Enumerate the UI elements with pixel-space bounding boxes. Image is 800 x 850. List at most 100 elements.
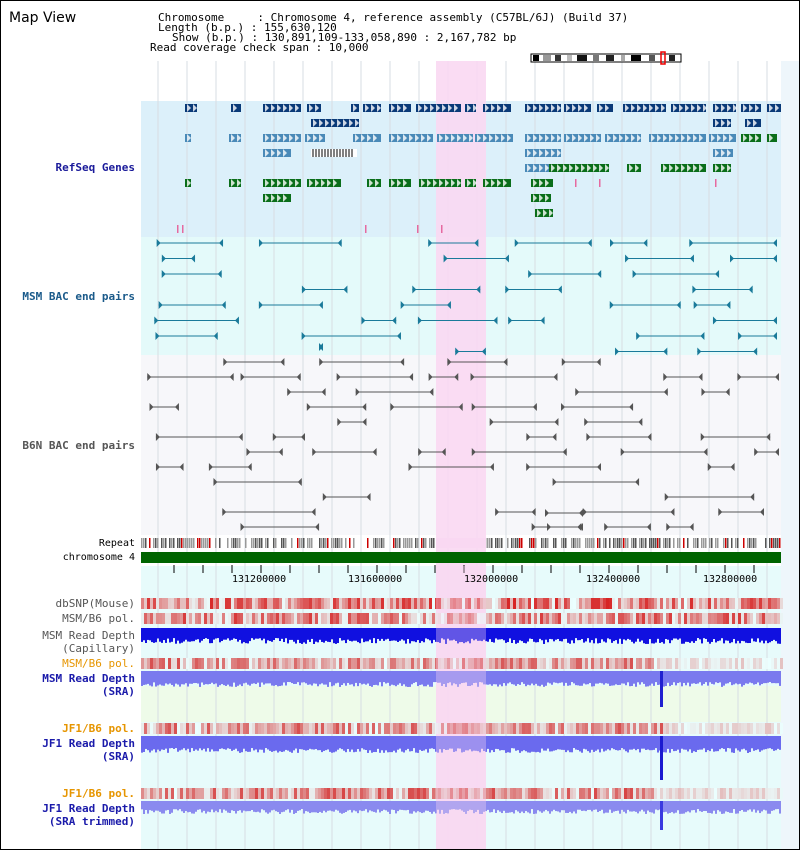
- track-label-msm-b6-pol-2[interactable]: MSM/B6 pol.: [62, 657, 135, 670]
- depth-bar: [261, 628, 263, 641]
- depth-bar: [609, 736, 611, 751]
- track-label-msm-b6-pol[interactable]: MSM/B6 pol.: [62, 612, 135, 625]
- track-label-jf1-b6-pol-2[interactable]: JF1/B6 pol.: [62, 787, 135, 800]
- repeat-mark: [563, 538, 565, 548]
- heat-cell: [270, 788, 273, 799]
- repeat-mark: [417, 538, 419, 548]
- heat-cell: [705, 613, 708, 624]
- repeat-mark: [589, 538, 591, 548]
- depth-bar: [515, 736, 517, 751]
- depth-bar: [777, 801, 779, 810]
- heat-cell: [270, 613, 273, 624]
- heat-cell: [429, 598, 432, 609]
- track-label-msm-depth-sra[interactable]: MSM Read Depth: [42, 672, 135, 685]
- depth-bar: [487, 628, 489, 642]
- depth-bar: [655, 671, 657, 683]
- track-label-b6n-bac[interactable]: B6N BAC end pairs: [22, 439, 135, 452]
- repeat-mark: [769, 538, 771, 548]
- axis-tick-label: 131200000: [232, 574, 287, 585]
- depth-bar: [741, 628, 743, 641]
- depth-bar: [705, 671, 707, 683]
- heat-cell: [633, 658, 636, 669]
- depth-bar: [317, 671, 319, 687]
- bac-end: [240, 523, 245, 531]
- depth-bar: [683, 801, 685, 814]
- heat-cell: [261, 598, 264, 609]
- track-label-msm-bac[interactable]: MSM BAC end pairs: [22, 290, 135, 303]
- track-label-jf1-depth-sra[interactable]: JF1 Read Depth: [42, 737, 135, 750]
- depth-bar: [673, 671, 675, 683]
- gene-arrow: [649, 104, 653, 112]
- track-label-jf1-b6-pol[interactable]: JF1/B6 pol.: [62, 722, 135, 735]
- heat-cell: [153, 613, 156, 624]
- heat-cell: [360, 598, 363, 609]
- depth-bar: [731, 628, 733, 643]
- depth-bar: [539, 801, 541, 812]
- repeat-mark: [431, 538, 433, 548]
- gene-arrow: [451, 134, 455, 142]
- heat-cell: [579, 788, 582, 799]
- heat-cell: [468, 788, 471, 799]
- depth-bar: [711, 736, 713, 749]
- heat-cell: [576, 598, 579, 609]
- depth-bar: [775, 628, 777, 642]
- heat-cell: [618, 658, 621, 669]
- depth-bar: [423, 628, 425, 643]
- heat-cell: [306, 658, 309, 669]
- gene-arrow: [355, 134, 359, 142]
- gene-arrow: [743, 134, 747, 142]
- depth-bar: [749, 801, 751, 810]
- bac-end: [547, 523, 551, 531]
- heat-cell: [213, 613, 216, 624]
- heat-cell: [507, 613, 510, 624]
- heat-cell: [174, 723, 177, 734]
- depth-bar: [429, 801, 431, 813]
- depth-bar: [305, 671, 307, 684]
- depth-bar: [535, 671, 537, 684]
- heat-cell: [207, 613, 210, 624]
- gene-arrow: [427, 179, 431, 187]
- depth-bar: [661, 628, 663, 643]
- heat-cell: [543, 788, 546, 799]
- depth-bar: [417, 628, 419, 641]
- depth-bar: [357, 628, 359, 643]
- depth-bar: [327, 671, 329, 687]
- repeat-mark: [373, 538, 375, 548]
- depth-bar: [173, 628, 175, 639]
- repeat-mark: [323, 538, 325, 548]
- track-label-msm-depth-capillary[interactable]: MSM Read Depth: [42, 629, 135, 642]
- repeat-mark: [337, 538, 339, 548]
- depth-bar: [497, 736, 499, 750]
- track-label-refseq[interactable]: RefSeq Genes: [55, 161, 135, 174]
- depth-bar: [589, 801, 591, 810]
- heat-cell: [636, 598, 639, 609]
- depth-bar: [605, 736, 607, 751]
- heat-cell: [675, 723, 678, 734]
- depth-bar: [589, 628, 591, 643]
- heat-cell: [144, 788, 147, 799]
- depth-bar: [573, 736, 575, 749]
- heat-cell: [543, 723, 546, 734]
- track-label-dbsnp[interactable]: dbSNP(Mouse): [55, 597, 135, 610]
- heat-cell: [642, 788, 645, 799]
- heat-cell: [675, 613, 678, 624]
- depth-bar: [239, 736, 241, 753]
- heat-cell: [285, 788, 288, 799]
- gene-arrow: [361, 134, 365, 142]
- depth-bar: [469, 671, 471, 686]
- track-label-jf1-depth-trimmed[interactable]: JF1 Read Depth: [42, 802, 135, 815]
- repeat-mark: [593, 538, 595, 548]
- heat-cell: [636, 723, 639, 734]
- heat-cell: [753, 788, 756, 799]
- depth-bar: [583, 628, 585, 643]
- depth-bar: [687, 736, 689, 752]
- repeat-mark: [665, 538, 667, 548]
- heat-cell: [513, 613, 516, 624]
- depth-bar: [385, 801, 387, 811]
- depth-bar: [299, 628, 301, 644]
- heat-cell: [285, 598, 288, 609]
- gene-arrow: [715, 104, 719, 112]
- heat-cell: [489, 788, 492, 799]
- depth-bar: [571, 628, 573, 641]
